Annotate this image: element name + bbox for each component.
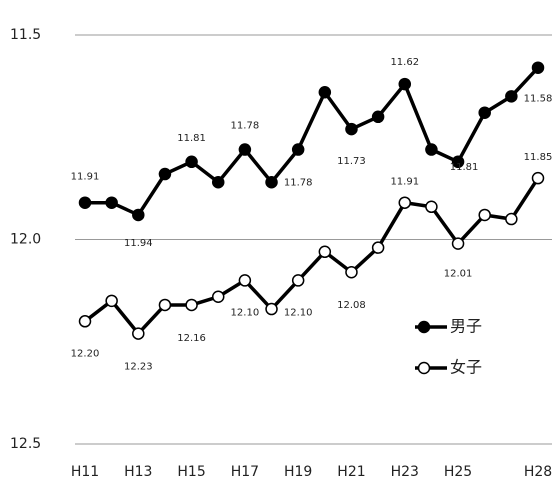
value-label: 11.81 (177, 133, 206, 144)
value-label: 12.16 (177, 333, 206, 344)
marker (371, 241, 385, 254)
x-tick-label: H19 (284, 464, 312, 480)
marker (185, 298, 198, 312)
x-tick-label: H28 (524, 464, 552, 480)
value-label: 12.23 (124, 362, 153, 373)
x-tick-label: H17 (231, 464, 259, 480)
value-label: 11.85 (524, 152, 553, 163)
legend-label: 男子 (450, 317, 482, 336)
value-label: 12.08 (337, 300, 366, 311)
marker (318, 245, 332, 259)
value-label: 12.20 (71, 348, 100, 359)
marker (371, 110, 385, 124)
marker (211, 290, 225, 304)
marker (265, 175, 278, 189)
marker (345, 122, 358, 136)
marker (132, 327, 145, 340)
y-tick-label: 12.5 (10, 436, 41, 452)
series-line (83, 177, 540, 337)
marker (211, 175, 225, 189)
value-label: 11.58 (524, 94, 553, 105)
marker (238, 274, 252, 287)
marker (478, 106, 491, 119)
series-line (85, 66, 540, 218)
marker (105, 196, 118, 209)
value-label: 11.78 (231, 121, 260, 132)
y-tick-label: 12.0 (10, 232, 41, 248)
value-label: 12.01 (444, 269, 473, 280)
legend-marker (417, 320, 431, 334)
legend-label: 女子 (450, 358, 482, 377)
x-tick-label: H21 (337, 464, 365, 480)
x-tick-label: H25 (444, 464, 472, 480)
marker (78, 315, 92, 328)
marker (531, 171, 545, 185)
marker (105, 294, 118, 308)
marker (291, 274, 305, 287)
marker (425, 200, 438, 214)
marker (398, 196, 412, 209)
value-label: 11.91 (71, 172, 100, 183)
marker (478, 208, 491, 222)
value-label: 11.78 (284, 178, 313, 189)
marker (505, 90, 518, 103)
legend-marker (417, 361, 431, 375)
marker (158, 167, 172, 181)
marker (451, 155, 465, 169)
marker (425, 143, 438, 156)
marker (505, 212, 518, 226)
marker (531, 61, 545, 74)
x-tick-label: H11 (71, 464, 99, 480)
marker (158, 298, 172, 312)
x-tick-label: H23 (391, 464, 419, 480)
x-tick-label: H15 (177, 464, 205, 480)
value-label: 11.73 (337, 156, 366, 167)
marker (265, 302, 278, 316)
marker (398, 77, 412, 91)
marker (291, 143, 305, 156)
marker (132, 208, 145, 222)
marker (451, 237, 465, 250)
value-label: 11.94 (124, 238, 153, 249)
value-label: 12.10 (231, 307, 260, 318)
marker (345, 265, 358, 279)
y-tick-label: 11.5 (10, 27, 41, 43)
marker (78, 196, 92, 209)
marker (318, 86, 332, 99)
marker (238, 143, 252, 156)
marker (185, 155, 198, 169)
value-label: 11.91 (390, 177, 419, 188)
value-label: 11.62 (390, 57, 419, 68)
value-label: 11.81 (450, 162, 479, 173)
value-label: 12.10 (284, 307, 313, 318)
x-tick-label: H13 (124, 464, 152, 480)
